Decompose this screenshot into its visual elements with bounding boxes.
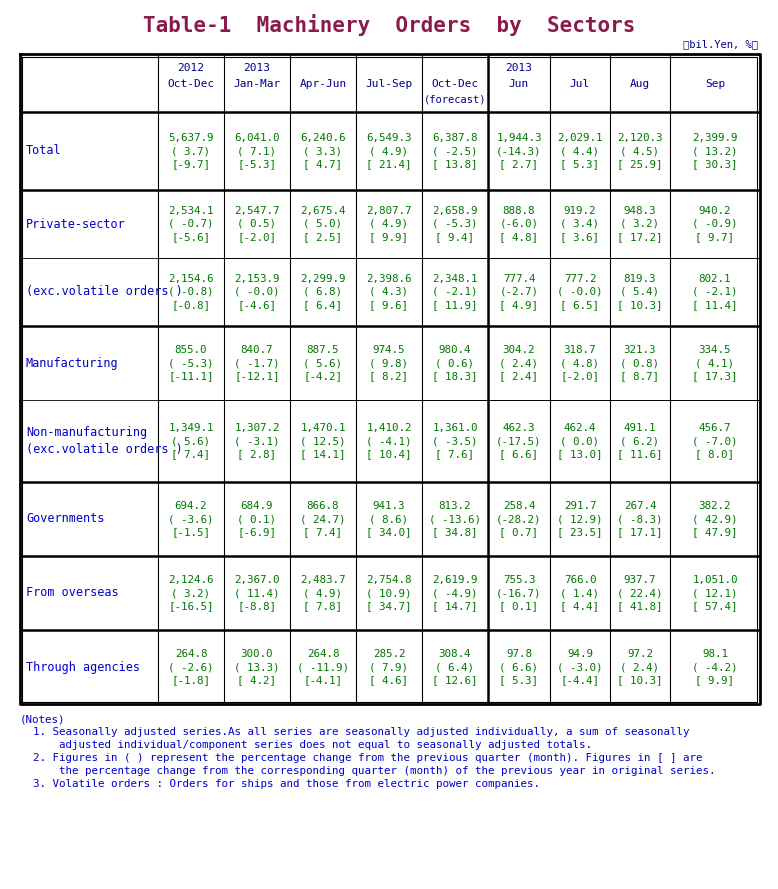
- Text: 2013: 2013: [244, 63, 271, 73]
- Text: (Notes): (Notes): [20, 714, 65, 724]
- Text: 462.3
(-17.5)
[ 6.6]: 462.3 (-17.5) [ 6.6]: [496, 423, 541, 459]
- Text: 6,549.3
( 4.9)
[ 21.4]: 6,549.3 ( 4.9) [ 21.4]: [366, 133, 412, 169]
- Text: 334.5
( 4.1)
[ 17.3]: 334.5 ( 4.1) [ 17.3]: [692, 345, 738, 381]
- Text: 97.2
( 2.4)
[ 10.3]: 97.2 ( 2.4) [ 10.3]: [617, 649, 663, 685]
- Text: 2,153.9
( -0.0)
[-4.6]: 2,153.9 ( -0.0) [-4.6]: [234, 274, 280, 310]
- Text: 941.3
( 8.6)
[ 34.0]: 941.3 ( 8.6) [ 34.0]: [366, 501, 412, 537]
- Text: 304.2
( 2.4)
[ 2.4]: 304.2 ( 2.4) [ 2.4]: [499, 345, 538, 381]
- Text: 462.4
( 0.0)
[ 13.0]: 462.4 ( 0.0) [ 13.0]: [557, 423, 603, 459]
- Text: 308.4
( 6.4)
[ 12.6]: 308.4 ( 6.4) [ 12.6]: [433, 649, 478, 685]
- Text: Sep: Sep: [705, 79, 725, 89]
- Text: 2,807.7
( 4.9)
[ 9.9]: 2,807.7 ( 4.9) [ 9.9]: [366, 206, 412, 242]
- Text: Non-manufacturing
(exc.volatile orders ): Non-manufacturing (exc.volatile orders ): [26, 426, 183, 456]
- Text: Oct-Dec: Oct-Dec: [167, 79, 215, 89]
- Text: 980.4
( 0.6)
[ 18.3]: 980.4 ( 0.6) [ 18.3]: [433, 345, 478, 381]
- Text: 318.7
( 4.8)
[-2.0]: 318.7 ( 4.8) [-2.0]: [560, 345, 600, 381]
- Text: Jun: Jun: [509, 79, 529, 89]
- Text: 840.7
( -1.7)
[-12.1]: 840.7 ( -1.7) [-12.1]: [234, 345, 280, 381]
- Text: 6,387.8
( -2.5)
[ 13.8]: 6,387.8 ( -2.5) [ 13.8]: [433, 133, 478, 169]
- Text: 5,637.9
( 3.7)
[-9.7]: 5,637.9 ( 3.7) [-9.7]: [168, 133, 214, 169]
- Text: 2,299.9
( 6.8)
[ 6.4]: 2,299.9 ( 6.8) [ 6.4]: [300, 274, 345, 310]
- Text: 888.8
(-6.0)
[ 4.8]: 888.8 (-6.0) [ 4.8]: [499, 206, 538, 242]
- Text: Through agencies: Through agencies: [26, 661, 140, 674]
- Text: Manufacturing: Manufacturing: [26, 356, 118, 370]
- Text: 1,944.3
(-14.3)
[ 2.7]: 1,944.3 (-14.3) [ 2.7]: [496, 133, 541, 169]
- Text: 766.0
( 1.4)
[ 4.4]: 766.0 ( 1.4) [ 4.4]: [560, 575, 600, 611]
- Text: 684.9
( 0.1)
[-6.9]: 684.9 ( 0.1) [-6.9]: [237, 501, 276, 537]
- Text: 802.1
( -2.1)
[ 11.4]: 802.1 ( -2.1) [ 11.4]: [692, 274, 738, 310]
- Text: 887.5
( 5.6)
[-4.2]: 887.5 ( 5.6) [-4.2]: [303, 345, 342, 381]
- Text: 2,399.9
( 13.2)
[ 30.3]: 2,399.9 ( 13.2) [ 30.3]: [692, 133, 738, 169]
- Text: 1. Seasonally adjusted series.As all series are seasonally adjusted individually: 1. Seasonally adjusted series.As all ser…: [20, 727, 689, 737]
- Text: Private-sector: Private-sector: [26, 218, 126, 230]
- Text: 491.1
( 6.2)
[ 11.6]: 491.1 ( 6.2) [ 11.6]: [617, 423, 663, 459]
- Text: 2. Figures in ( ) represent the percentage change from the previous quarter (mon: 2. Figures in ( ) represent the percenta…: [20, 753, 703, 763]
- Text: 948.3
( 3.2)
[ 17.2]: 948.3 ( 3.2) [ 17.2]: [617, 206, 663, 242]
- Text: 2013: 2013: [506, 63, 532, 73]
- Text: 264.8
( -2.6)
[-1.8]: 264.8 ( -2.6) [-1.8]: [168, 649, 214, 685]
- Text: 1,361.0
( -3.5)
[ 7.6]: 1,361.0 ( -3.5) [ 7.6]: [433, 423, 478, 459]
- Text: 2,154.6
( -0.8)
[-0.8]: 2,154.6 ( -0.8) [-0.8]: [168, 274, 214, 310]
- Text: 2,348.1
( -2.1)
[ 11.9]: 2,348.1 ( -2.1) [ 11.9]: [433, 274, 478, 310]
- Text: Jul: Jul: [569, 79, 591, 89]
- Text: 2,754.8
( 10.9)
[ 34.7]: 2,754.8 ( 10.9) [ 34.7]: [366, 575, 412, 611]
- Text: 2,124.6
( 3.2)
[-16.5]: 2,124.6 ( 3.2) [-16.5]: [168, 575, 214, 611]
- Text: the percentage change from the corresponding quarter (month) of the previous yea: the percentage change from the correspon…: [20, 766, 716, 776]
- Text: Governments: Governments: [26, 512, 104, 525]
- Text: Jan-Mar: Jan-Mar: [233, 79, 281, 89]
- Text: 2,658.9
( -5.3)
[ 9.4]: 2,658.9 ( -5.3) [ 9.4]: [433, 206, 478, 242]
- Text: (exc.volatile orders ): (exc.volatile orders ): [26, 285, 183, 299]
- Text: Oct-Dec: Oct-Dec: [431, 79, 478, 89]
- Text: Table-1  Machinery  Orders  by  Sectors: Table-1 Machinery Orders by Sectors: [143, 14, 635, 36]
- Text: 1,051.0
( 12.1)
[ 57.4]: 1,051.0 ( 12.1) [ 57.4]: [692, 575, 738, 611]
- Text: 819.3
( 5.4)
[ 10.3]: 819.3 ( 5.4) [ 10.3]: [617, 274, 663, 310]
- Text: Aug: Aug: [630, 79, 650, 89]
- Text: 258.4
(-28.2)
[ 0.7]: 258.4 (-28.2) [ 0.7]: [496, 501, 541, 537]
- Text: 694.2
( -3.6)
[-1.5]: 694.2 ( -3.6) [-1.5]: [168, 501, 214, 537]
- Text: 866.8
( 24.7)
[ 7.4]: 866.8 ( 24.7) [ 7.4]: [300, 501, 345, 537]
- Text: 919.2
( 3.4)
[ 3.6]: 919.2 ( 3.4) [ 3.6]: [560, 206, 600, 242]
- Text: 2,029.1
( 4.4)
[ 5.3]: 2,029.1 ( 4.4) [ 5.3]: [557, 133, 603, 169]
- Text: 1,470.1
( 12.5)
[ 14.1]: 1,470.1 ( 12.5) [ 14.1]: [300, 423, 345, 459]
- Text: 2,398.6
( 4.3)
[ 9.6]: 2,398.6 ( 4.3) [ 9.6]: [366, 274, 412, 310]
- Text: 2,367.0
( 11.4)
[-8.8]: 2,367.0 ( 11.4) [-8.8]: [234, 575, 280, 611]
- Text: 98.1
( -4.2)
[ 9.9]: 98.1 ( -4.2) [ 9.9]: [692, 649, 738, 685]
- Text: 755.3
(-16.7)
[ 0.1]: 755.3 (-16.7) [ 0.1]: [496, 575, 541, 611]
- Text: 813.2
( -13.6)
[ 34.8]: 813.2 ( -13.6) [ 34.8]: [429, 501, 481, 537]
- Text: 777.2
( -0.0)
[ 6.5]: 777.2 ( -0.0) [ 6.5]: [557, 274, 603, 310]
- Text: adjusted individual/component series does not equal to seasonally adjusted total: adjusted individual/component series doe…: [20, 740, 592, 750]
- Text: 3. Volatile orders : Orders for ships and those from electric power companies.: 3. Volatile orders : Orders for ships an…: [20, 779, 540, 789]
- Text: 2,534.1
( -0.7)
[-5.6]: 2,534.1 ( -0.7) [-5.6]: [168, 206, 214, 242]
- Text: （bil.Yen, %）: （bil.Yen, %）: [683, 39, 758, 49]
- Text: From overseas: From overseas: [26, 587, 118, 599]
- Text: 300.0
( 13.3)
[ 4.2]: 300.0 ( 13.3) [ 4.2]: [234, 649, 280, 685]
- Text: Jul-Sep: Jul-Sep: [366, 79, 412, 89]
- Text: 267.4
( -8.3)
[ 17.1]: 267.4 ( -8.3) [ 17.1]: [617, 501, 663, 537]
- Text: Apr-Jun: Apr-Jun: [300, 79, 347, 89]
- Text: 855.0
( -5.3)
[-11.1]: 855.0 ( -5.3) [-11.1]: [168, 345, 214, 381]
- Text: 2,483.7
( 4.9)
[ 7.8]: 2,483.7 ( 4.9) [ 7.8]: [300, 575, 345, 611]
- Text: 2012: 2012: [177, 63, 205, 73]
- Text: 777.4
(-2.7)
[ 4.9]: 777.4 (-2.7) [ 4.9]: [499, 274, 538, 310]
- Text: (forecast): (forecast): [424, 95, 486, 105]
- Text: 291.7
( 12.9)
[ 23.5]: 291.7 ( 12.9) [ 23.5]: [557, 501, 603, 537]
- Text: 1,349.1
( 5.6)
[ 7.4]: 1,349.1 ( 5.6) [ 7.4]: [168, 423, 214, 459]
- Text: 6,240.6
( 3.3)
[ 4.7]: 6,240.6 ( 3.3) [ 4.7]: [300, 133, 345, 169]
- Text: 382.2
( 42.9)
[ 47.9]: 382.2 ( 42.9) [ 47.9]: [692, 501, 738, 537]
- Text: 974.5
( 9.8)
[ 8.2]: 974.5 ( 9.8) [ 8.2]: [370, 345, 408, 381]
- Text: 285.2
( 7.9)
[ 4.6]: 285.2 ( 7.9) [ 4.6]: [370, 649, 408, 685]
- Text: 2,547.7
( 0.5)
[-2.0]: 2,547.7 ( 0.5) [-2.0]: [234, 206, 280, 242]
- Text: 2,675.4
( 5.0)
[ 2.5]: 2,675.4 ( 5.0) [ 2.5]: [300, 206, 345, 242]
- Text: 97.8
( 6.6)
[ 5.3]: 97.8 ( 6.6) [ 5.3]: [499, 649, 538, 685]
- Text: 6,041.0
( 7.1)
[-5.3]: 6,041.0 ( 7.1) [-5.3]: [234, 133, 280, 169]
- Text: Total: Total: [26, 145, 61, 157]
- Text: 456.7
( -7.0)
[ 8.0]: 456.7 ( -7.0) [ 8.0]: [692, 423, 738, 459]
- Text: 2,120.3
( 4.5)
[ 25.9]: 2,120.3 ( 4.5) [ 25.9]: [617, 133, 663, 169]
- Text: 2,619.9
( -4.9)
[ 14.7]: 2,619.9 ( -4.9) [ 14.7]: [433, 575, 478, 611]
- Text: 1,410.2
( -4.1)
[ 10.4]: 1,410.2 ( -4.1) [ 10.4]: [366, 423, 412, 459]
- Text: 940.2
( -0.9)
[ 9.7]: 940.2 ( -0.9) [ 9.7]: [692, 206, 738, 242]
- Text: 321.3
( 0.8)
[ 8.7]: 321.3 ( 0.8) [ 8.7]: [621, 345, 660, 381]
- Text: 937.7
( 22.4)
[ 41.8]: 937.7 ( 22.4) [ 41.8]: [617, 575, 663, 611]
- Text: 94.9
( -3.0)
[-4.4]: 94.9 ( -3.0) [-4.4]: [557, 649, 603, 685]
- Text: 1,307.2
( -3.1)
[ 2.8]: 1,307.2 ( -3.1) [ 2.8]: [234, 423, 280, 459]
